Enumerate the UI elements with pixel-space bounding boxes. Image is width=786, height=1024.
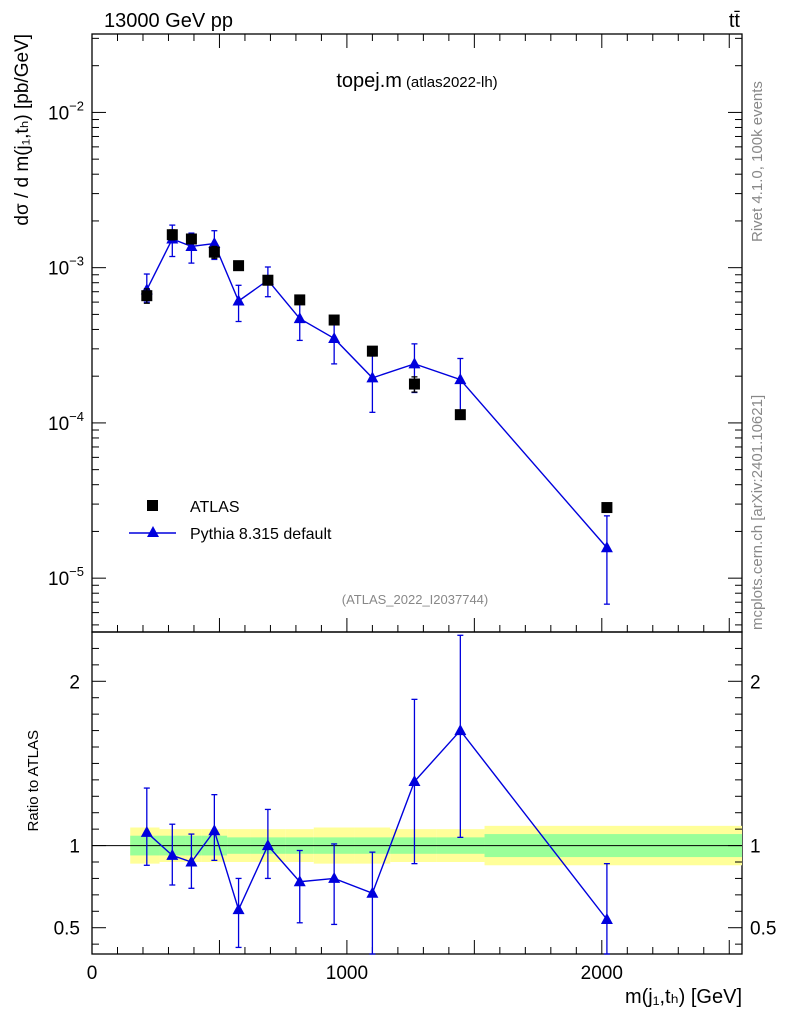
legend-atlas-label: ATLAS [190, 499, 240, 516]
y-tick-label-base: 10 [48, 569, 69, 590]
x-tick-label: 1000 [326, 963, 368, 984]
y-tick-label-main: 10−5 [48, 564, 84, 590]
y-tick-label-main: 10−3 [48, 254, 84, 280]
y-tick-label-ratio-left: 2 [69, 672, 80, 693]
ratio-point [454, 724, 467, 736]
x-axis-title: m(j₁,tₕ) [GeV] [625, 986, 742, 1008]
y-tick-label-base: 10 [48, 103, 69, 124]
pythia-point [408, 357, 421, 369]
side-label-top: Rivet 4.1.0, 100k events [749, 81, 766, 242]
atlas-point [366, 345, 378, 357]
ratio-point [232, 903, 245, 915]
y-tick-label-exp: −3 [69, 254, 84, 269]
x-tick-label: 0 [87, 963, 98, 984]
atlas-point [208, 246, 220, 258]
ratio-point [261, 839, 274, 851]
atlas-point [294, 294, 306, 306]
pythia-point [208, 237, 221, 249]
atlas-point [601, 502, 613, 514]
y-tick-label-ratio-right: 2 [750, 672, 761, 693]
ratio-line [146, 729, 608, 920]
main-panel-marks [140, 224, 613, 605]
pythia-point [366, 371, 379, 383]
legend-pythia-label: Pythia 8.315 default [190, 526, 332, 543]
pythia-point [293, 312, 306, 324]
atlas-point [454, 409, 466, 421]
y-tick-label-exp: −4 [69, 409, 84, 424]
legend-atlas-marker [147, 500, 158, 511]
atlas-point [166, 229, 178, 241]
ratio-panel-frame [91, 631, 743, 955]
ratio-point [166, 848, 179, 860]
atlas-point [408, 378, 420, 390]
main-y-axis-title: dσ / d m(j₁,tₕ) [pb/GeV] [12, 34, 33, 226]
ratio-panel-marks [140, 634, 613, 955]
atlas-point [233, 260, 245, 272]
ratio-y-axis-title: Ratio to ATLAS [25, 730, 42, 831]
analysis-id: (ATLAS_2022_I2037744) [342, 592, 488, 607]
ratio-point [366, 886, 379, 898]
pythia-point [185, 239, 198, 251]
y-tick-label-main: 10−4 [48, 409, 84, 435]
y-tick-label-exp: −5 [69, 564, 84, 579]
y-tick-label-ratio-right: 0.5 [750, 919, 776, 940]
pythia-line [146, 238, 608, 549]
ratio-point [140, 825, 153, 837]
y-tick-label-ratio-right: 1 [750, 837, 761, 858]
pythia-point [600, 541, 613, 553]
axis-ticks [91, 34, 742, 954]
atlas-point [262, 274, 274, 286]
pythia-point [328, 331, 341, 343]
y-tick-label-exp: −2 [69, 98, 84, 113]
pythia-point [232, 294, 245, 306]
ratio-point [185, 855, 198, 867]
y-tick-label-base: 10 [48, 414, 69, 435]
side-label-bottom: mcplots.cern.ch [arXiv:2401.10621] [749, 395, 766, 630]
y-tick-label-ratio-left: 0.5 [54, 919, 80, 940]
atlas-point [328, 314, 340, 326]
pythia-point [454, 373, 467, 385]
ratio-point [208, 824, 221, 836]
plot-name: topej.m [336, 70, 402, 92]
y-tick-label-base: 10 [48, 259, 69, 280]
ratio-point [408, 775, 421, 786]
ratio-point [600, 913, 613, 924]
legend-pythia-marker [147, 526, 159, 537]
x-tick-label: 2000 [581, 963, 623, 984]
atlas-point [141, 290, 153, 302]
ratio-point [293, 875, 306, 887]
y-tick-label-ratio-left: 1 [69, 837, 80, 858]
legend: ATLAS Pythia 8.315 default [129, 499, 332, 543]
process-label: tt̄ [729, 10, 741, 32]
beam-label: 13000 GeV pp [104, 10, 233, 32]
plot-tag: (atlas2022-lh) [406, 74, 498, 91]
atlas-point [185, 233, 197, 245]
y-tick-label-main: 10−2 [48, 98, 84, 124]
ratio-point [328, 871, 341, 883]
plot-title: topej.m (atlas2022-lh) [336, 70, 497, 92]
